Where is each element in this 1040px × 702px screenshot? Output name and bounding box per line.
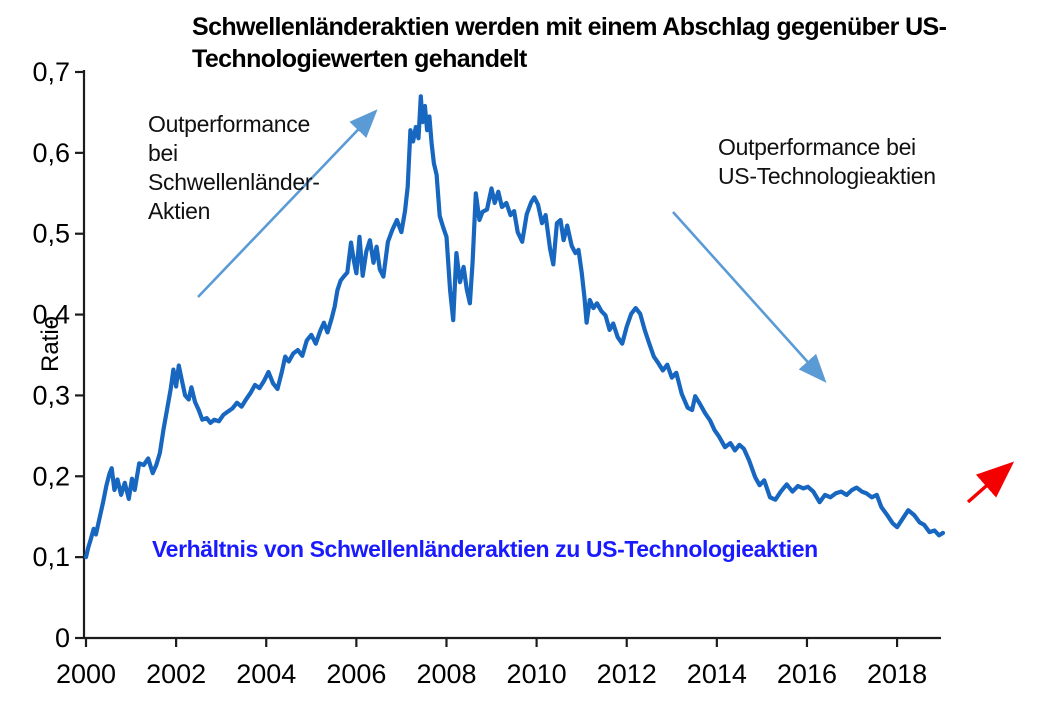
y-tick-label: 0,5 — [32, 219, 70, 249]
annotation-em-outperformance: Outperformance bei Schwellenländer- Akti… — [148, 111, 320, 224]
us-outperformance-arrow — [672, 211, 827, 383]
em-outperformance-arrow — [197, 109, 378, 298]
y-tick-label: 0,3 — [32, 380, 70, 410]
y-tick-label: 0,7 — [32, 57, 70, 87]
annotation-us-outperformance: Outperformance bei US-Technologieaktien — [718, 134, 936, 189]
y-tick-label: 0,1 — [32, 542, 70, 572]
chart-title: Schwellenländeraktien werden mit einem A… — [192, 13, 947, 73]
forecast-arrow-red — [966, 461, 1015, 504]
x-tick-label: 2012 — [597, 659, 657, 689]
y-tick-label: 0,6 — [32, 138, 70, 168]
y-axis-title: Ratio — [37, 316, 64, 372]
x-tick-label: 2018 — [867, 659, 927, 689]
y-tick-label: 0,4 — [32, 300, 70, 330]
ratio-line-series — [83, 94, 946, 560]
x-tick-label: 2000 — [56, 659, 116, 689]
series-label: Verhältnis von Schwellenländeraktien zu … — [152, 536, 818, 562]
x-tick-label: 2002 — [146, 659, 206, 689]
y-tick-label: 0 — [55, 623, 70, 653]
x-tick-label: 2006 — [326, 659, 386, 689]
y-tick-label: 0,2 — [32, 461, 70, 491]
x-tick-label: 2004 — [236, 659, 296, 689]
x-tick-label: 2008 — [416, 659, 476, 689]
x-tick-label: 2010 — [507, 659, 567, 689]
axes: 0 0,1 0,2 0,3 0,4 0,5 0,6 0,7 2000 2002 2004 2006 20… — [32, 57, 941, 689]
x-tick-label: 2014 — [687, 659, 747, 689]
x-tick-label: 2016 — [777, 659, 837, 689]
